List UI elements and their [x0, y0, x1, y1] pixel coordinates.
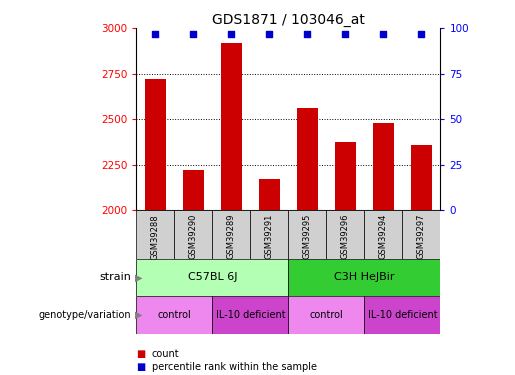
- Text: ■: ■: [136, 350, 146, 359]
- Bar: [221, 43, 242, 210]
- Text: GSM39295: GSM39295: [303, 214, 312, 259]
- Bar: [212, 210, 250, 259]
- Point: [341, 31, 350, 37]
- Bar: [288, 210, 327, 259]
- Text: GSM39297: GSM39297: [417, 214, 426, 260]
- Text: C57BL 6J: C57BL 6J: [187, 273, 237, 282]
- Text: percentile rank within the sample: percentile rank within the sample: [152, 362, 317, 372]
- Text: C3H HeJBir: C3H HeJBir: [334, 273, 394, 282]
- Text: IL-10 deficient: IL-10 deficient: [368, 310, 437, 320]
- Point: [417, 31, 425, 37]
- Bar: [288, 259, 440, 296]
- Bar: [259, 179, 280, 210]
- Bar: [297, 108, 318, 210]
- Point: [303, 31, 312, 37]
- Bar: [288, 296, 364, 334]
- Point: [227, 31, 235, 37]
- Bar: [136, 296, 212, 334]
- Text: ■: ■: [136, 362, 146, 372]
- Text: GSM39294: GSM39294: [379, 214, 388, 259]
- Text: control: control: [310, 310, 344, 320]
- Bar: [183, 170, 204, 210]
- Bar: [411, 144, 432, 210]
- Text: IL-10 deficient: IL-10 deficient: [216, 310, 285, 320]
- Bar: [145, 79, 166, 210]
- Text: GSM39291: GSM39291: [265, 214, 274, 259]
- Bar: [335, 142, 356, 210]
- Bar: [365, 210, 402, 259]
- Point: [151, 31, 160, 37]
- Bar: [373, 123, 394, 210]
- Text: strain: strain: [99, 273, 131, 282]
- Bar: [212, 296, 288, 334]
- Bar: [250, 210, 288, 259]
- Text: GSM39289: GSM39289: [227, 214, 236, 260]
- Text: GSM39288: GSM39288: [151, 214, 160, 260]
- Bar: [327, 210, 365, 259]
- Text: GSM39296: GSM39296: [341, 214, 350, 260]
- Bar: [136, 259, 288, 296]
- Text: GSM39290: GSM39290: [189, 214, 198, 259]
- Point: [265, 31, 273, 37]
- Text: ▶: ▶: [135, 310, 143, 320]
- Point: [190, 31, 198, 37]
- Bar: [365, 296, 440, 334]
- Bar: [175, 210, 212, 259]
- Text: genotype/variation: genotype/variation: [39, 310, 131, 320]
- Text: count: count: [152, 350, 180, 359]
- Point: [379, 31, 387, 37]
- Text: control: control: [158, 310, 192, 320]
- Title: GDS1871 / 103046_at: GDS1871 / 103046_at: [212, 13, 365, 27]
- Text: ▶: ▶: [135, 273, 143, 282]
- Bar: [402, 210, 440, 259]
- Bar: [136, 210, 175, 259]
